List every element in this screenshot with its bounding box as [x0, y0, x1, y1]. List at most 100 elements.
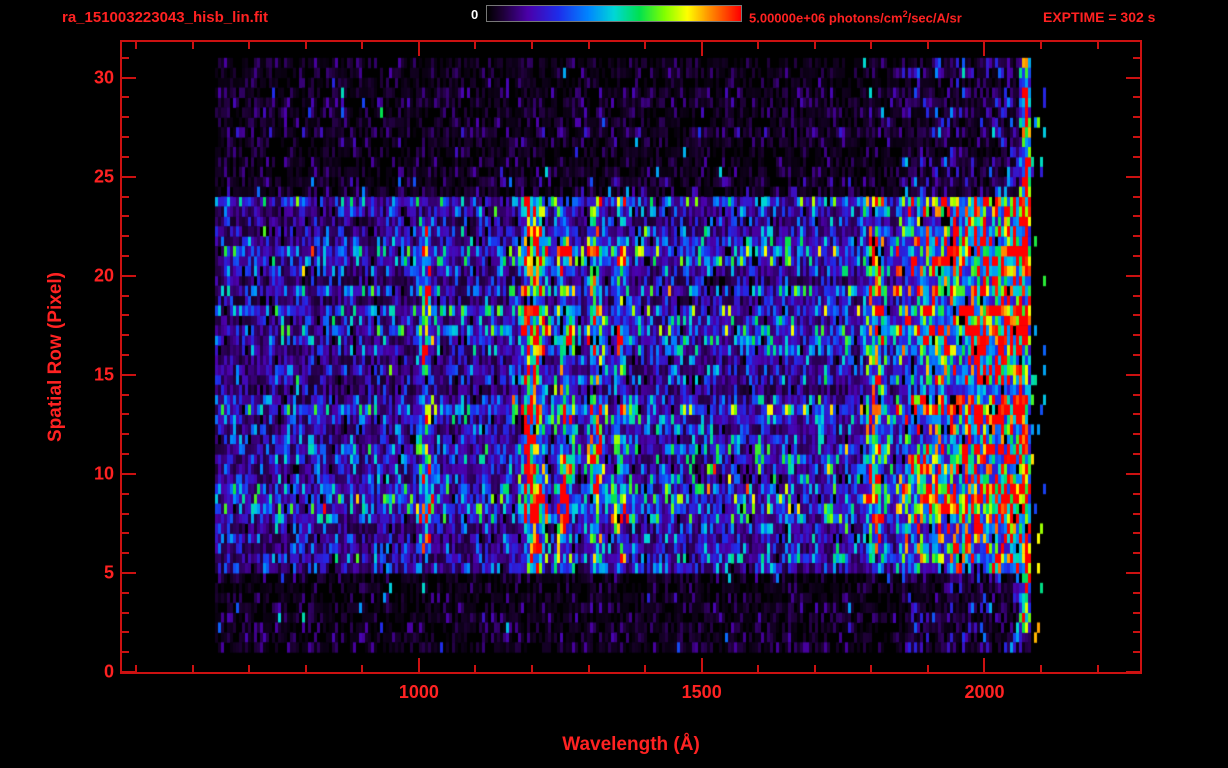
y-minor-tick: [1133, 492, 1140, 495]
y-minor-tick: [122, 254, 129, 257]
y-minor-tick: [122, 611, 129, 614]
x-minor-tick: [1096, 665, 1099, 672]
y-minor-tick: [122, 314, 129, 317]
x-minor-tick: [361, 42, 364, 49]
y-tick-label: 5: [103, 562, 114, 583]
y-minor-tick: [1133, 512, 1140, 515]
x-major-tick: [983, 42, 986, 56]
y-major-tick: [1126, 274, 1140, 277]
x-minor-tick: [361, 665, 364, 672]
y-minor-tick: [122, 433, 129, 436]
x-minor-tick: [474, 42, 477, 49]
x-minor-tick: [870, 42, 873, 49]
y-minor-tick: [122, 532, 129, 535]
y-minor-tick: [122, 354, 129, 357]
y-minor-tick: [122, 294, 129, 297]
exptime-label: EXPTIME = 302 s: [1043, 9, 1156, 25]
y-minor-tick: [1133, 651, 1140, 654]
x-minor-tick: [474, 665, 477, 672]
y-minor-tick: [1133, 116, 1140, 119]
x-minor-tick: [1096, 42, 1099, 49]
x-minor-tick: [813, 42, 816, 49]
x-minor-tick: [1040, 42, 1043, 49]
x-minor-tick: [644, 665, 647, 672]
y-major-tick: [122, 373, 136, 376]
y-minor-tick: [122, 512, 129, 515]
y-minor-tick: [1133, 393, 1140, 396]
spectral-heatmap-canvas: [122, 42, 1140, 672]
y-major-tick: [122, 76, 136, 79]
colorbar-max-label: 5.00000e+06 photons/cm2/sec/A/sr: [749, 9, 962, 25]
filename-title: ra_151003223043_hisb_lin.fit: [62, 9, 268, 26]
x-minor-tick: [757, 42, 760, 49]
y-minor-tick: [1133, 433, 1140, 436]
x-minor-tick: [191, 42, 194, 49]
y-tick-label: 20: [93, 265, 114, 286]
x-major-tick: [700, 658, 703, 672]
y-major-tick: [122, 274, 136, 277]
x-tick-label: 2000: [964, 682, 1005, 702]
y-minor-tick: [122, 631, 129, 634]
x-minor-tick: [304, 42, 307, 49]
x-minor-tick: [587, 665, 590, 672]
y-minor-tick: [122, 56, 129, 59]
y-minor-tick: [1133, 294, 1140, 297]
y-minor-tick: [122, 155, 129, 158]
colorbar-max-sup: 2: [902, 9, 908, 19]
x-major-tick: [417, 658, 420, 672]
x-major-tick: [983, 658, 986, 672]
y-major-tick: [1126, 76, 1140, 79]
x-minor-tick: [587, 42, 590, 49]
y-minor-tick: [122, 215, 129, 218]
x-minor-tick: [191, 665, 194, 672]
y-minor-tick: [1133, 591, 1140, 594]
y-minor-tick: [1133, 96, 1140, 99]
y-major-tick: [122, 571, 136, 574]
x-minor-tick: [248, 665, 251, 672]
y-minor-tick: [122, 195, 129, 198]
y-minor-tick: [122, 334, 129, 337]
y-minor-tick: [122, 393, 129, 396]
y-minor-tick: [1133, 254, 1140, 257]
y-minor-tick: [1133, 334, 1140, 337]
y-minor-tick: [122, 136, 129, 139]
y-major-tick: [1126, 373, 1140, 376]
colorbar-gradient: [486, 5, 742, 22]
y-minor-tick: [1133, 532, 1140, 535]
y-minor-tick: [1133, 215, 1140, 218]
y-minor-tick: [1133, 314, 1140, 317]
y-minor-tick: [1133, 155, 1140, 158]
x-minor-tick: [135, 665, 138, 672]
x-minor-tick: [813, 665, 816, 672]
x-major-tick: [417, 42, 420, 56]
y-major-tick: [1126, 571, 1140, 574]
x-tick-label: 1000: [398, 682, 439, 702]
x-axis-label: Wavelength (Å): [562, 734, 700, 755]
x-minor-tick: [644, 42, 647, 49]
y-major-tick: [122, 175, 136, 178]
colorbar-max-suffix: /sec/A/sr: [907, 10, 962, 26]
y-tick-label: 15: [93, 364, 114, 385]
x-minor-tick: [531, 42, 534, 49]
y-major-tick: [1126, 671, 1140, 673]
y-minor-tick: [1133, 631, 1140, 634]
y-minor-tick: [122, 552, 129, 555]
y-major-tick: [122, 472, 136, 475]
y-minor-tick: [122, 235, 129, 238]
header-bar: ra_151003223043_hisb_lin.fit 0 5.00000e+…: [0, 0, 1228, 34]
y-minor-tick: [122, 413, 129, 416]
y-major-tick: [1126, 175, 1140, 178]
y-minor-tick: [122, 116, 129, 119]
y-minor-tick: [1133, 235, 1140, 238]
y-tick-label: 10: [93, 463, 114, 484]
x-minor-tick: [926, 665, 929, 672]
y-tick-label: 0: [103, 661, 114, 682]
colorbar-min-label: 0: [471, 7, 479, 22]
y-tick-label: 30: [93, 67, 114, 88]
y-minor-tick: [122, 492, 129, 495]
y-axis-label: Spatial Row (Pixel): [45, 272, 66, 442]
y-minor-tick: [1133, 611, 1140, 614]
y-minor-tick: [122, 591, 129, 594]
y-minor-tick: [1133, 354, 1140, 357]
